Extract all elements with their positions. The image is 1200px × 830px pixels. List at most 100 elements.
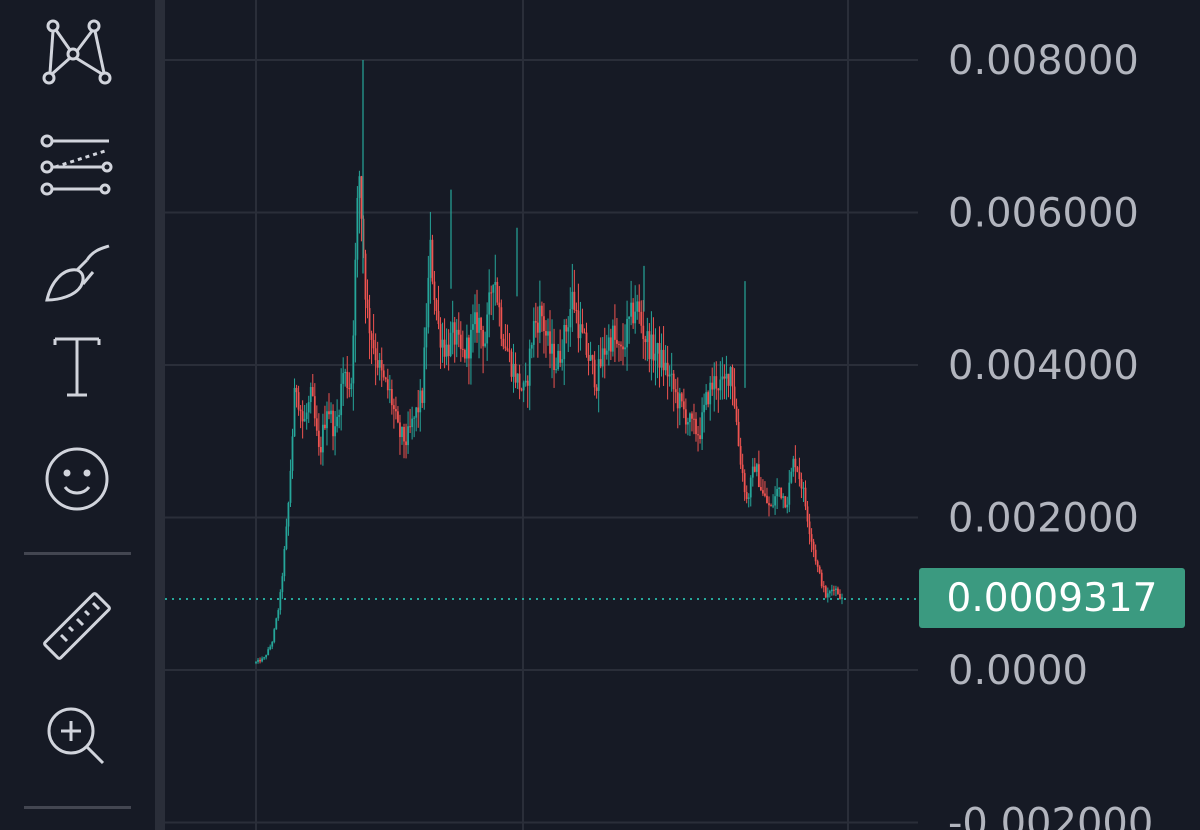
candle-body <box>816 561 819 567</box>
candle-body <box>263 657 266 659</box>
candle-body <box>439 324 442 348</box>
candle-body <box>461 348 464 350</box>
candle-body <box>634 311 637 324</box>
candle-body <box>490 292 493 294</box>
candle-body <box>388 389 391 391</box>
candle-body <box>595 387 598 391</box>
candle-body <box>806 506 809 522</box>
candle-body <box>640 311 643 326</box>
y-axis-tick-label: 0.006000 <box>948 191 1139 237</box>
candle-body <box>668 374 671 377</box>
candle-body <box>613 325 616 340</box>
candle-body <box>303 419 306 422</box>
candle-body <box>465 337 468 359</box>
tool-zoom-in[interactable] <box>30 690 124 784</box>
candle-body <box>802 487 805 489</box>
candle-body <box>782 496 785 498</box>
y-axis-tick-label: 0.0000 <box>948 648 1088 694</box>
candle-body <box>532 321 535 345</box>
candle-body <box>753 466 756 472</box>
candle-body <box>652 334 655 361</box>
pattern-icon <box>42 19 112 85</box>
candle-body <box>328 411 330 415</box>
candle-body <box>455 329 458 345</box>
price-chart[interactable]: 0.008000 0.006000 0.004000 0.002000 0.0000 -0… <box>165 0 1200 830</box>
candle-body <box>397 411 399 423</box>
candle-body <box>832 589 835 591</box>
candle-body <box>269 646 272 650</box>
candle-body <box>451 322 454 333</box>
candle-body <box>620 344 622 347</box>
candle-body <box>435 299 438 311</box>
tool-patterns[interactable] <box>30 5 124 99</box>
candle-body <box>342 373 345 384</box>
candle-body <box>392 405 395 410</box>
candle-body <box>336 416 339 427</box>
candle-body <box>735 406 738 422</box>
candle-body <box>826 593 829 598</box>
candle-body <box>358 176 361 198</box>
candle-body <box>319 446 322 453</box>
candle-body <box>433 281 436 300</box>
candle-body <box>277 610 280 619</box>
candle-body <box>374 348 377 361</box>
candle-body <box>445 344 448 357</box>
candle-body <box>322 424 324 453</box>
tool-forecasting[interactable] <box>30 114 124 208</box>
candle-body <box>399 422 401 438</box>
y-axis-tick-label: -0.002000 <box>948 801 1153 830</box>
toolbar-separator <box>24 552 131 555</box>
candle-body <box>689 413 691 423</box>
tool-measure[interactable] <box>30 580 124 674</box>
candle-body <box>431 239 434 282</box>
candle-body <box>776 488 779 497</box>
y-axis-tick-label: 0.004000 <box>948 343 1139 389</box>
candle-body <box>770 505 772 507</box>
candle-body <box>350 383 353 390</box>
candle-body <box>488 292 491 315</box>
candle-body <box>808 521 811 535</box>
candle-body <box>664 362 667 371</box>
chart-pane[interactable]: 0.008000 0.006000 0.004000 0.002000 0.0000 -0… <box>165 0 1200 830</box>
candle-body <box>695 418 697 435</box>
candle-body <box>267 649 270 656</box>
tool-text[interactable] <box>30 320 124 414</box>
candle-body <box>378 359 381 368</box>
candle-body <box>638 301 641 312</box>
candle-body <box>755 464 758 472</box>
candle-body <box>658 343 661 368</box>
candle-body <box>630 302 633 317</box>
candle-body <box>301 411 304 422</box>
candle-body <box>463 349 466 359</box>
candle-body <box>255 661 257 663</box>
tool-icons[interactable] <box>30 432 124 526</box>
candle-body <box>778 487 781 489</box>
candle-body <box>792 458 795 472</box>
candle-body <box>656 343 659 354</box>
candle-body <box>719 379 722 391</box>
candle-body <box>757 464 760 488</box>
last-price-label: 0.0009317 <box>919 568 1185 628</box>
candle-body <box>581 324 584 333</box>
candle-body <box>670 373 673 375</box>
candle-body <box>569 309 572 328</box>
candle-body <box>618 343 620 345</box>
candle-body <box>478 317 480 333</box>
candle-body <box>693 418 695 420</box>
candle-body <box>747 497 750 499</box>
candle-body <box>279 592 282 611</box>
candle-body <box>812 541 815 550</box>
candle-body <box>494 281 497 286</box>
candle-body <box>585 332 588 355</box>
candle-body <box>468 337 470 359</box>
candle-body <box>484 343 487 347</box>
candle-body <box>624 347 626 350</box>
candle-body <box>646 331 649 343</box>
candle-body <box>332 410 334 437</box>
tool-brushes[interactable] <box>30 225 124 319</box>
candle-body <box>390 389 393 406</box>
candle-body <box>348 388 351 390</box>
candle-body <box>360 176 363 219</box>
candle-body <box>382 370 385 378</box>
candle-body <box>822 586 825 588</box>
